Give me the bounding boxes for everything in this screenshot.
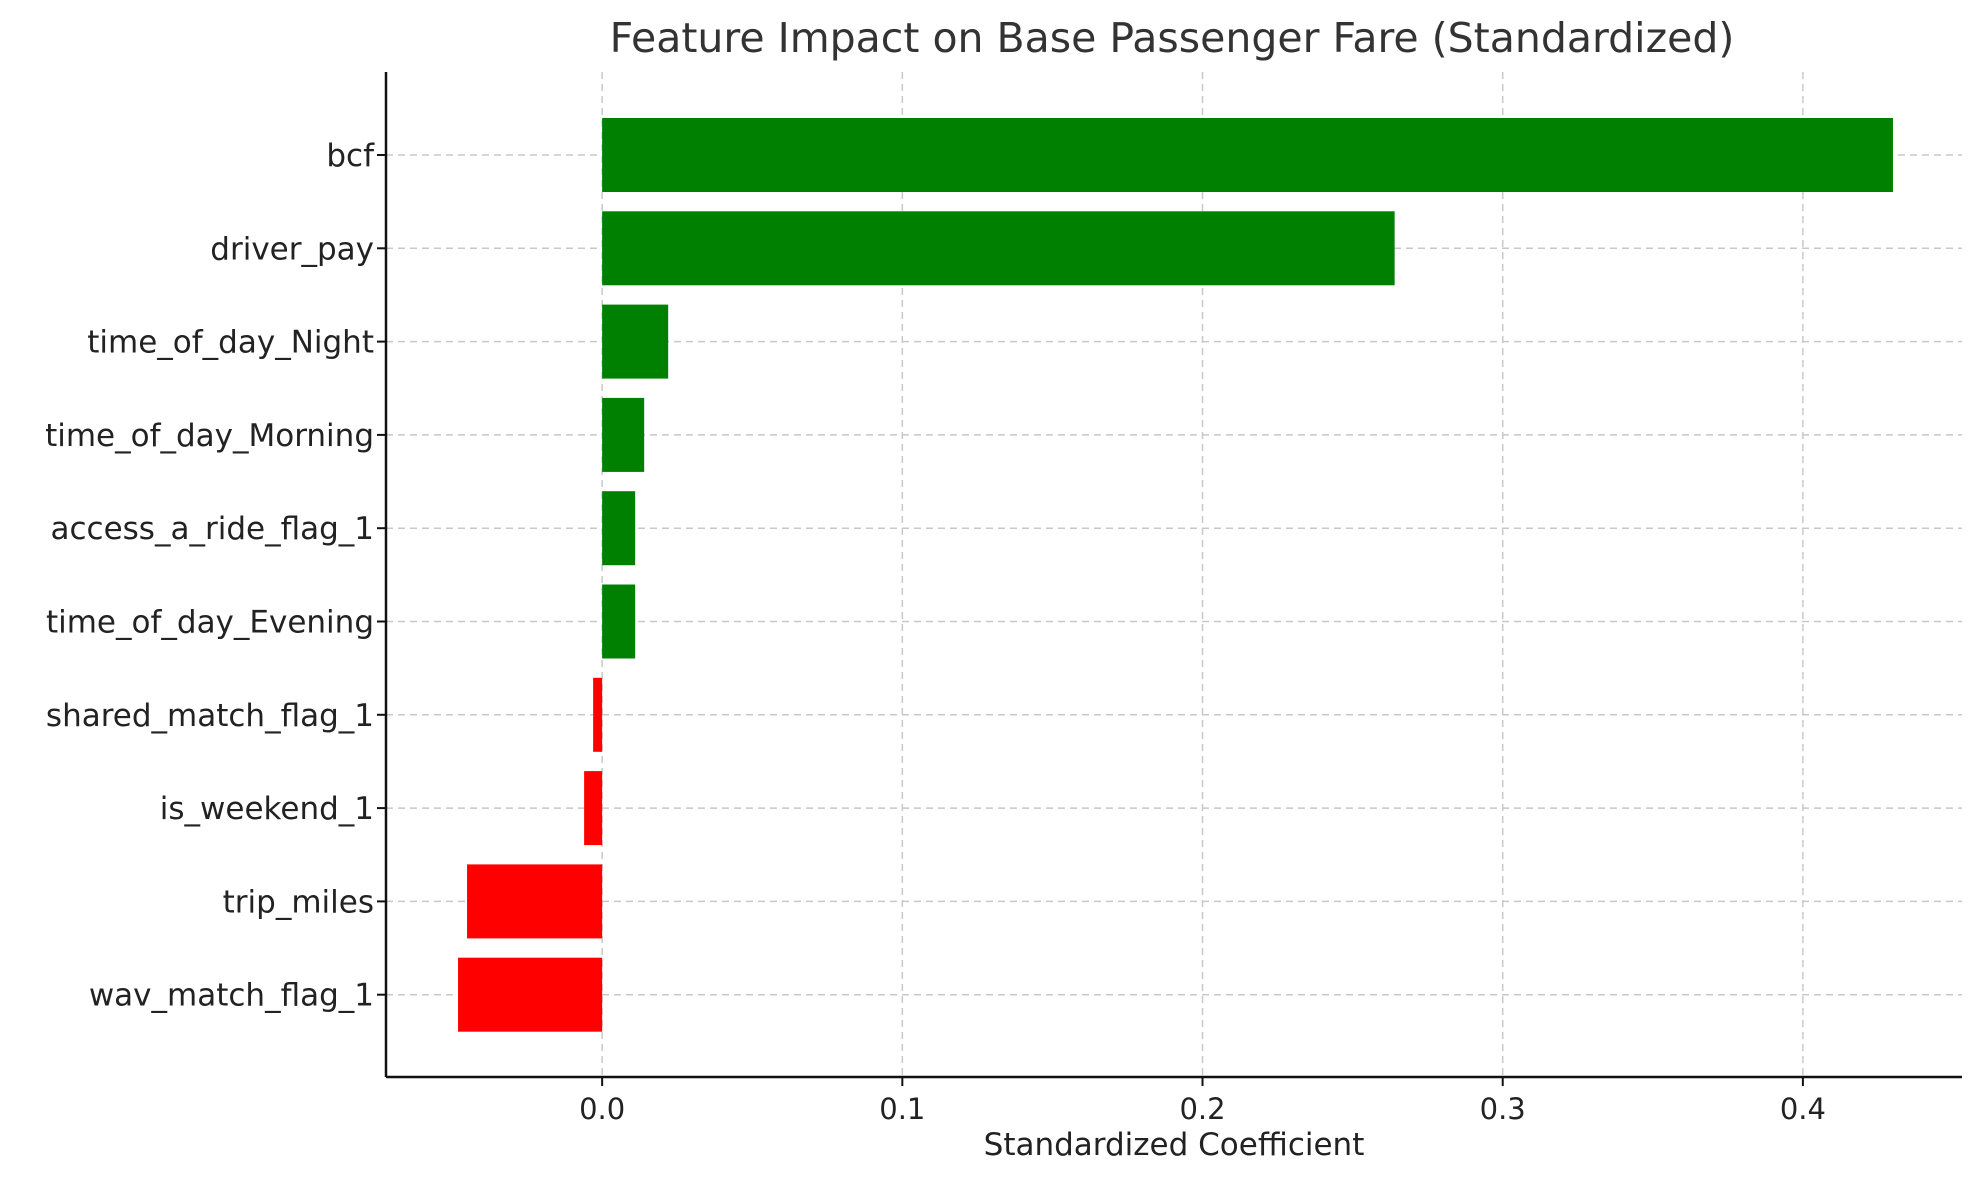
axes-layer: [384, 72, 1962, 1079]
category-label: trip_miles: [223, 884, 374, 920]
bar-driver-pay: [602, 211, 1395, 286]
chart-title: Feature Impact on Base Passenger Fare (S…: [610, 14, 1735, 62]
category-label: access_a_ride_flag_1: [51, 511, 375, 547]
x-tick-label: 0.1: [879, 1092, 925, 1126]
bar-shared-match-flag-1: [593, 677, 603, 752]
x-tick-label: 0.4: [1780, 1092, 1826, 1126]
category-label: time_of_day_Evening: [46, 605, 374, 641]
x-tick-label: 0.0: [579, 1092, 625, 1126]
category-label: is_weekend_1: [160, 791, 374, 827]
bar-is-weekend-1: [584, 771, 603, 846]
bar-time-of-day-Morning: [602, 397, 645, 472]
category-label: wav_match_flag_1: [89, 978, 374, 1014]
x-axis-label: Standardized Coefficient: [984, 1127, 1365, 1163]
category-label: driver_pay: [210, 231, 374, 267]
bar-access-a-ride-flag-1: [602, 491, 636, 566]
category-label: time_of_day_Night: [87, 325, 374, 361]
bar-bcf: [602, 118, 1893, 192]
x-tick-label: 0.3: [1480, 1092, 1526, 1126]
ticks-layer: [377, 154, 1804, 1086]
bars-layer: [458, 118, 1893, 1032]
category-label: bcf: [326, 138, 375, 174]
labels-layer: 0.0 0.1 0.2 0.3 0.4 bcf driver_pay time_of_day_…: [45, 138, 1826, 1126]
x-tick-label: 0.2: [1179, 1092, 1225, 1126]
bar-trip-miles: [467, 864, 603, 939]
category-label: time_of_day_Morning: [45, 418, 374, 454]
bar-wav-match-flag-1: [458, 957, 603, 1032]
bar-time-of-day-Night: [602, 304, 669, 379]
bar-time-of-day-Evening: [602, 584, 636, 659]
category-label: shared_match_flag_1: [46, 698, 374, 734]
